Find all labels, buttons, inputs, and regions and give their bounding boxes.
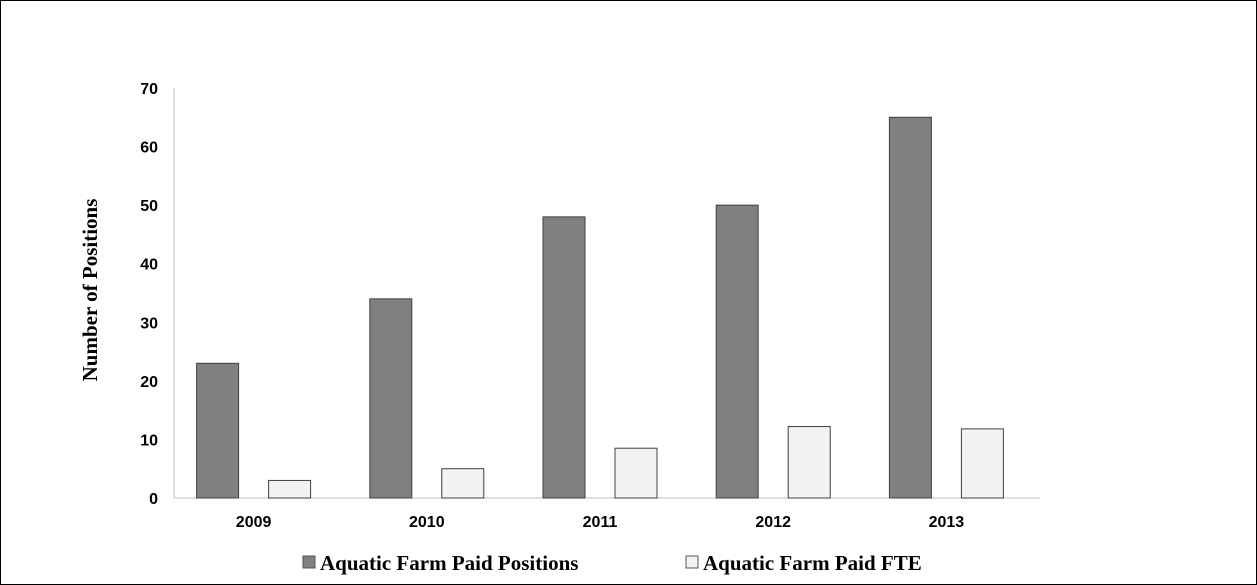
bars [196,116,1004,499]
bar-paid-fte [268,479,312,499]
bar-paid-positions [888,116,932,499]
bar-paid-positions [196,362,240,499]
y-axis-label: Number of Positions [78,199,102,382]
y-tick-label: 10 [140,432,158,449]
x-tick-label: 2010 [409,514,445,531]
legend-swatch-positions [302,555,316,569]
legend-swatch-fte [685,555,699,569]
bar-paid-positions [715,204,759,499]
y-axis-ticks: 0 10 20 30 40 50 60 70 [140,81,158,508]
y-tick-label: 20 [140,374,158,391]
x-tick-label: 2011 [583,514,618,531]
bar-paid-fte [787,426,831,499]
bar-paid-fte [614,447,658,499]
y-tick-label: 50 [140,198,158,215]
y-tick-label: 40 [140,257,158,274]
x-axis-ticks: 2009 2010 2011 2012 2013 [236,514,964,531]
bar-paid-fte [441,468,485,499]
bar-paid-fte [960,428,1004,499]
x-tick-label: 2012 [755,514,791,531]
legend-label-fte: Aquatic Farm Paid FTE [703,551,922,575]
legend: Aquatic Farm Paid Positions Aquatic Farm… [302,551,922,575]
y-tick-label: 30 [140,315,158,332]
x-tick-label: 2013 [929,514,965,531]
legend-label-positions: Aquatic Farm Paid Positions [320,551,578,575]
y-tick-label: 70 [140,81,158,98]
bar-paid-positions [542,216,586,499]
bar-paid-positions [369,298,413,499]
x-tick-label: 2009 [236,514,272,531]
y-tick-label: 60 [140,140,158,157]
y-tick-label: 0 [149,491,158,508]
